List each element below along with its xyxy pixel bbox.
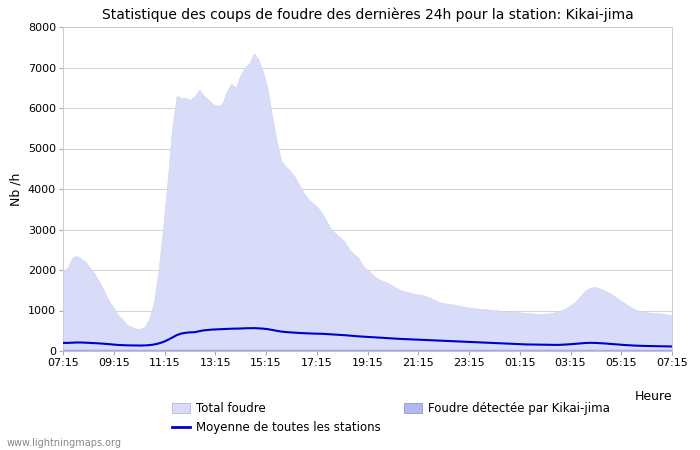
- Moyenne de toutes les stations: [668, 344, 676, 349]
- Moyenne de toutes les stations: [591, 340, 599, 346]
- Text: Heure: Heure: [634, 390, 672, 403]
- Y-axis label: Nb /h: Nb /h: [9, 172, 22, 206]
- Line: Moyenne de toutes les stations: Moyenne de toutes les stations: [63, 328, 672, 346]
- Moyenne de toutes les stations: [250, 325, 258, 331]
- Text: www.lightningmaps.org: www.lightningmaps.org: [7, 438, 122, 448]
- Moyenne de toutes les stations: [386, 336, 394, 341]
- Moyenne de toutes les stations: [409, 337, 417, 342]
- Title: Statistique des coups de foudre des dernières 24h pour la station: Kikai-jima: Statistique des coups de foudre des dern…: [102, 7, 634, 22]
- Moyenne de toutes les stations: [199, 328, 208, 333]
- Moyenne de toutes les stations: [500, 341, 508, 346]
- Moyenne de toutes les stations: [59, 340, 67, 346]
- Legend: Total foudre, Moyenne de toutes les stations, Foudre détectée par Kikai-jima: Total foudre, Moyenne de toutes les stat…: [172, 402, 610, 434]
- Moyenne de toutes les stations: [631, 343, 640, 348]
